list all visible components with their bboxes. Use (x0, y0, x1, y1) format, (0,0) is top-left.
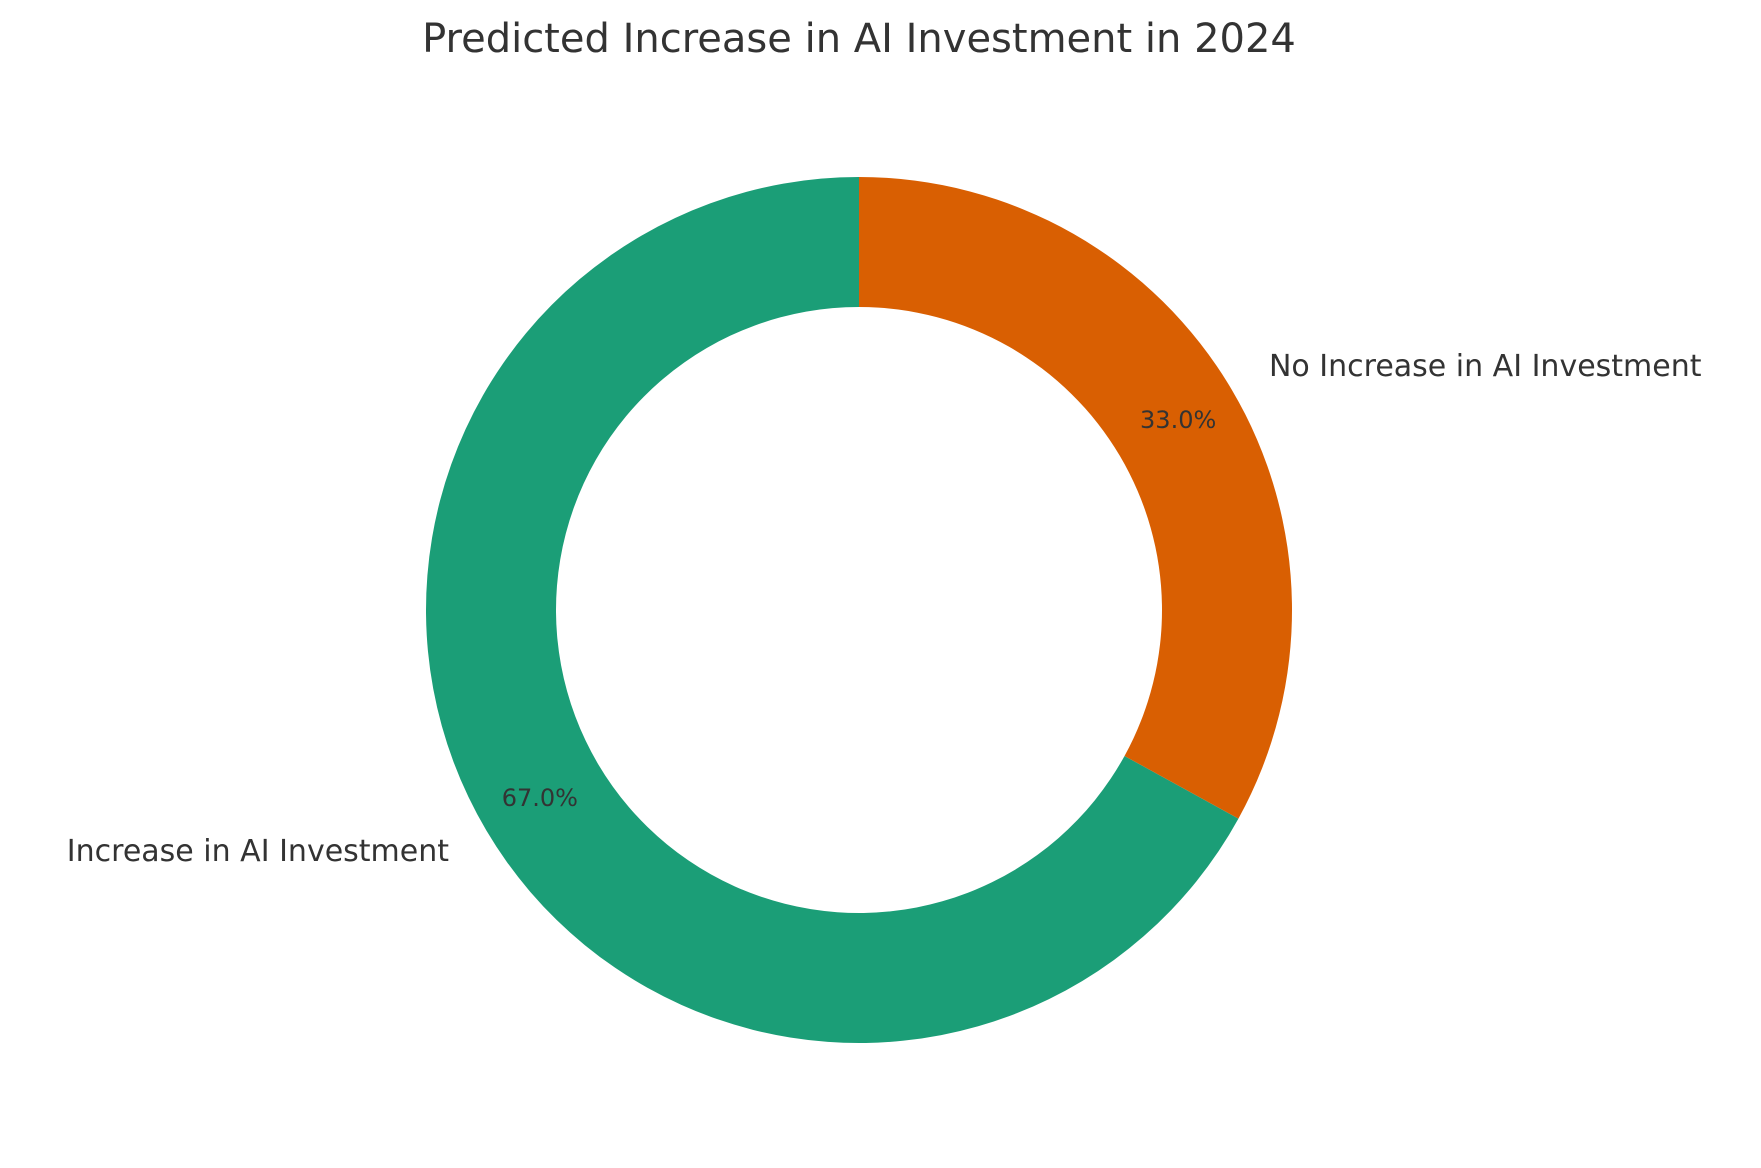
slices-group (426, 177, 1292, 1043)
slice-label: No Increase in AI Investment (1269, 349, 1702, 384)
labels-group: 67.0% Increase in AI Investment 33.0% No In… (67, 349, 1702, 869)
slice-no-increase-in-ai-investment (859, 177, 1292, 819)
slice-label: Increase in AI Investment (67, 834, 449, 869)
pct-label: 67.0% (502, 784, 578, 812)
slice-increase-in-ai-investment (426, 177, 1239, 1043)
pct-label: 33.0% (1140, 406, 1216, 434)
chart-title: Predicted Increase in AI Investment in 2… (422, 16, 1296, 62)
